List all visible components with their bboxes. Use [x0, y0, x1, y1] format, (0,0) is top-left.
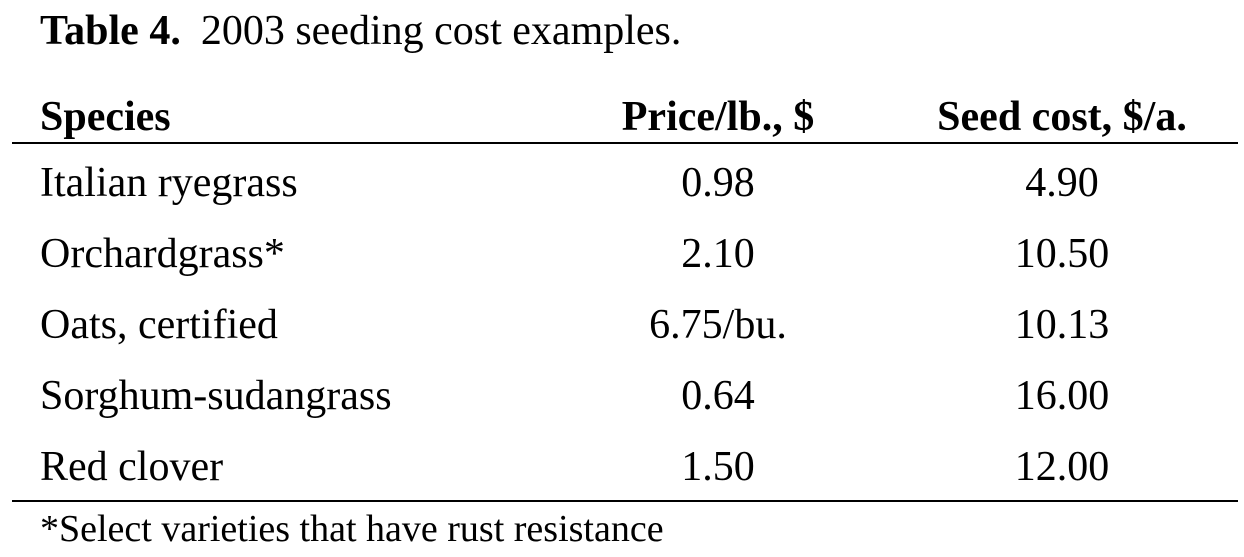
table-row: Oats, certified 6.75/bu. 10.13: [12, 286, 1238, 357]
table-title: Table 4. 2003 seeding cost examples.: [40, 6, 681, 56]
seed-cost-cell: 10.50: [1014, 231, 1110, 277]
price-cell: 0.98: [681, 160, 755, 206]
table-row: Orchardgrass* 2.10 10.50: [12, 215, 1238, 286]
header-species: Species: [40, 94, 171, 140]
price-cell: 0.64: [681, 373, 755, 419]
species-cell: Oats, certified: [40, 302, 278, 348]
table-caption: 2003 seeding cost examples.: [200, 8, 682, 54]
seed-cost-cell: 10.13: [1014, 302, 1110, 348]
species-cell: Sorghum-sudangrass: [40, 373, 392, 419]
header-seed-cost: Seed cost, $/a.: [937, 94, 1187, 140]
species-cell: Orchardgrass*: [40, 231, 285, 277]
seeding-cost-table: Species Price/lb., $ Seed cost, $/a. Ita…: [12, 92, 1238, 499]
table-row: Sorghum-sudangrass 0.64 16.00: [12, 357, 1238, 428]
price-cell: 6.75/bu.: [649, 302, 787, 348]
table-header-row: Species Price/lb., $ Seed cost, $/a.: [12, 92, 1238, 144]
price-cell: 1.50: [681, 444, 755, 490]
table-row: Red clover 1.50 12.00: [12, 428, 1238, 499]
seed-cost-cell: 12.00: [1014, 444, 1110, 490]
seed-cost-cell: 4.90: [1025, 160, 1099, 206]
table-bottom-rule: [12, 500, 1238, 502]
table-number-label: Table 4.: [40, 8, 181, 54]
table-footnote: *Select varieties that have rust resista…: [40, 508, 664, 550]
seed-cost-cell: 16.00: [1014, 373, 1110, 419]
species-cell: Italian ryegrass: [40, 160, 298, 206]
price-cell: 2.10: [681, 231, 755, 277]
header-price: Price/lb., $: [621, 94, 815, 140]
table-row: Italian ryegrass 0.98 4.90: [12, 144, 1238, 215]
species-cell: Red clover: [40, 444, 224, 490]
